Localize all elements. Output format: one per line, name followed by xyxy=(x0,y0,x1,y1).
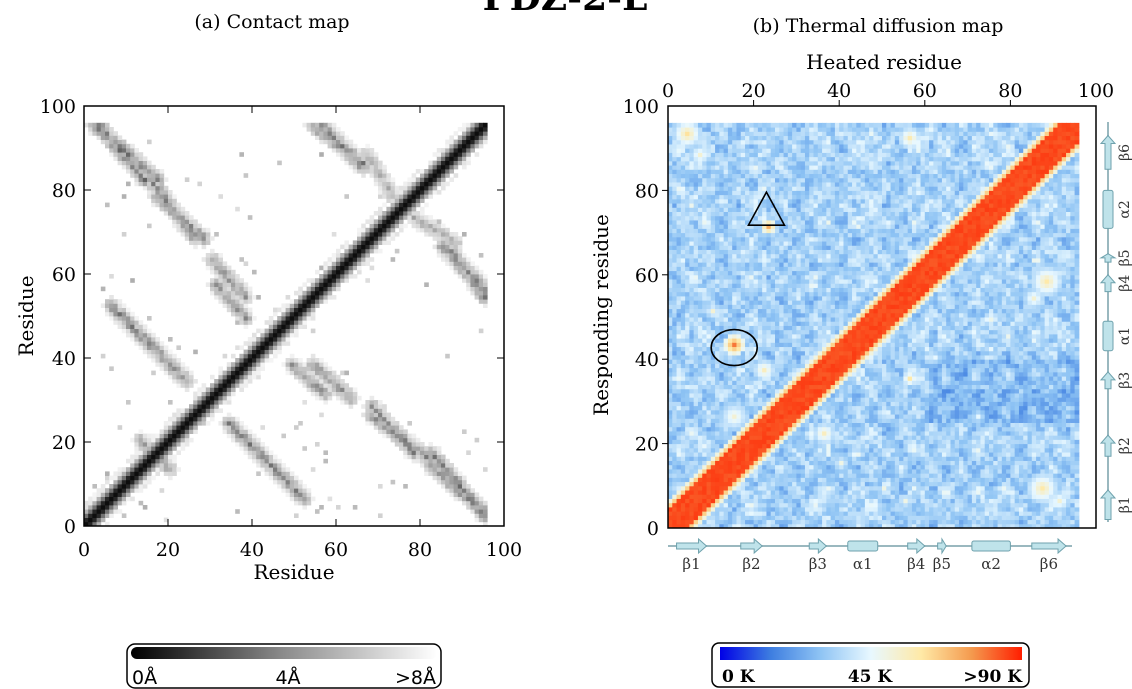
contact-map-cells xyxy=(84,122,488,527)
ss-label: β4 xyxy=(1117,275,1132,292)
thermal-xtick-label: 20 xyxy=(742,80,766,102)
contact-ytick-label: 0 xyxy=(64,516,76,538)
strand-arrow xyxy=(1099,253,1117,263)
contact-xtick-label: 40 xyxy=(240,539,264,561)
thermal-map-title: (b) Thermal diffusion map xyxy=(753,15,1004,37)
ss-label: β2 xyxy=(742,555,760,573)
thermal-colorbar-label-mid: 45 K xyxy=(848,667,894,687)
contact-xtick-label: 80 xyxy=(408,539,432,561)
contact-map-panel: (a) Contact map 0 20 40 60 80 100 0 20 40 60 80 100… xyxy=(14,11,522,584)
strand-arrow xyxy=(1099,134,1117,170)
thermal-colorbar-gradient xyxy=(720,647,1022,660)
strand-arrow xyxy=(676,537,708,555)
strand-arrow xyxy=(1099,434,1117,457)
contact-ytick-label: 100 xyxy=(40,96,76,118)
thermal-ytick-label: 60 xyxy=(635,265,659,287)
secondary-structure-bottom: β1 β2 β3 α1 β4 β5 α2 β6 xyxy=(668,537,1072,573)
thermal-map-colorbar: 0 K 45 K >90 K xyxy=(711,642,1030,688)
figure-title: PDZ-2-L xyxy=(483,0,648,19)
thermal-ytick-label: 20 xyxy=(635,434,659,456)
thermal-xtick-label: 60 xyxy=(913,80,937,102)
contact-ytick-label: 40 xyxy=(52,348,76,370)
thermal-ytick-label: 40 xyxy=(635,349,659,371)
ss-label: β1 xyxy=(682,555,700,573)
thermal-xtick-label: 0 xyxy=(662,80,674,102)
contact-map-ylabel: Residue xyxy=(14,275,38,356)
strand-arrow xyxy=(1099,371,1117,390)
ss-label: α2 xyxy=(1117,200,1132,218)
ss-label: β5 xyxy=(1117,249,1132,266)
contact-map-ticks: 0 20 40 60 80 100 0 20 40 60 80 100 xyxy=(40,96,522,561)
thermal-map-panel: (b) Thermal diffusion map Heated residue… xyxy=(589,15,1132,573)
contact-colorbar-label-mid: 4Å xyxy=(275,666,300,689)
contact-map-frame xyxy=(83,105,505,527)
strand-arrow xyxy=(740,537,763,555)
helix-glyph xyxy=(971,540,1011,552)
contact-map-title: (a) Contact map xyxy=(194,11,349,33)
contact-colorbar-gradient xyxy=(131,647,437,659)
thermal-map-markers xyxy=(710,190,786,367)
contact-xtick-label: 100 xyxy=(486,539,522,561)
ss-label: β4 xyxy=(907,555,925,573)
contact-xtick-label: 0 xyxy=(78,539,90,561)
strand-arrow xyxy=(1031,537,1067,555)
contact-ytick-label: 20 xyxy=(52,432,76,454)
helix-glyph xyxy=(847,540,879,552)
contact-map-xlabel: Residue xyxy=(253,560,334,584)
helix-glyph xyxy=(1102,320,1114,352)
secondary-structure-right: β1 β2 β3 α1 β4 β5 α2 β6 xyxy=(1099,122,1132,522)
ss-label: α1 xyxy=(1117,327,1132,345)
ss-label: β6 xyxy=(1040,555,1058,573)
strand-arrow xyxy=(907,537,926,555)
thermal-xtick-label: 100 xyxy=(1078,80,1114,102)
thermal-ytick-label: 100 xyxy=(623,96,659,118)
ss-label: β3 xyxy=(1117,372,1132,389)
ss-label: β3 xyxy=(809,555,827,573)
contact-colorbar-label-max: >8Å xyxy=(395,666,436,689)
strand-arrow xyxy=(1099,274,1117,293)
ss-label: β5 xyxy=(933,555,951,573)
contact-ytick-label: 80 xyxy=(52,180,76,202)
ss-label: β2 xyxy=(1117,437,1132,454)
thermal-xtick-label: 80 xyxy=(998,80,1022,102)
contact-ytick-label: 60 xyxy=(52,264,76,286)
thermal-ytick-label: 0 xyxy=(647,518,659,540)
thermal-map-ylabel: Responding residue xyxy=(589,214,613,416)
contact-colorbar-label-min: 0Å xyxy=(132,666,157,689)
strand-arrow xyxy=(808,537,828,555)
thermal-colorbar-label-min: 0 K xyxy=(722,667,756,687)
ss-label: β1 xyxy=(1117,496,1132,513)
ss-label: α2 xyxy=(981,555,1001,573)
strand-arrow xyxy=(937,537,947,555)
ss-label: β6 xyxy=(1117,144,1132,161)
thermal-map-frame xyxy=(667,105,1097,529)
helix-glyph xyxy=(1102,189,1114,229)
ellipse-marker xyxy=(710,328,759,367)
contact-xtick-label: 20 xyxy=(156,539,180,561)
contact-xtick-label: 60 xyxy=(324,539,348,561)
strand-arrow xyxy=(1099,489,1117,521)
thermal-map-cells xyxy=(668,122,1080,529)
ss-label: α1 xyxy=(853,555,873,573)
thermal-colorbar-label-max: >90 K xyxy=(963,667,1023,687)
thermal-map-xlabel: Heated residue xyxy=(806,50,962,74)
triangle-marker xyxy=(747,190,786,226)
thermal-ytick-label: 80 xyxy=(635,180,659,202)
thermal-xtick-label: 40 xyxy=(827,80,851,102)
contact-map-colorbar: 0Å 4Å >8Å xyxy=(126,643,442,689)
